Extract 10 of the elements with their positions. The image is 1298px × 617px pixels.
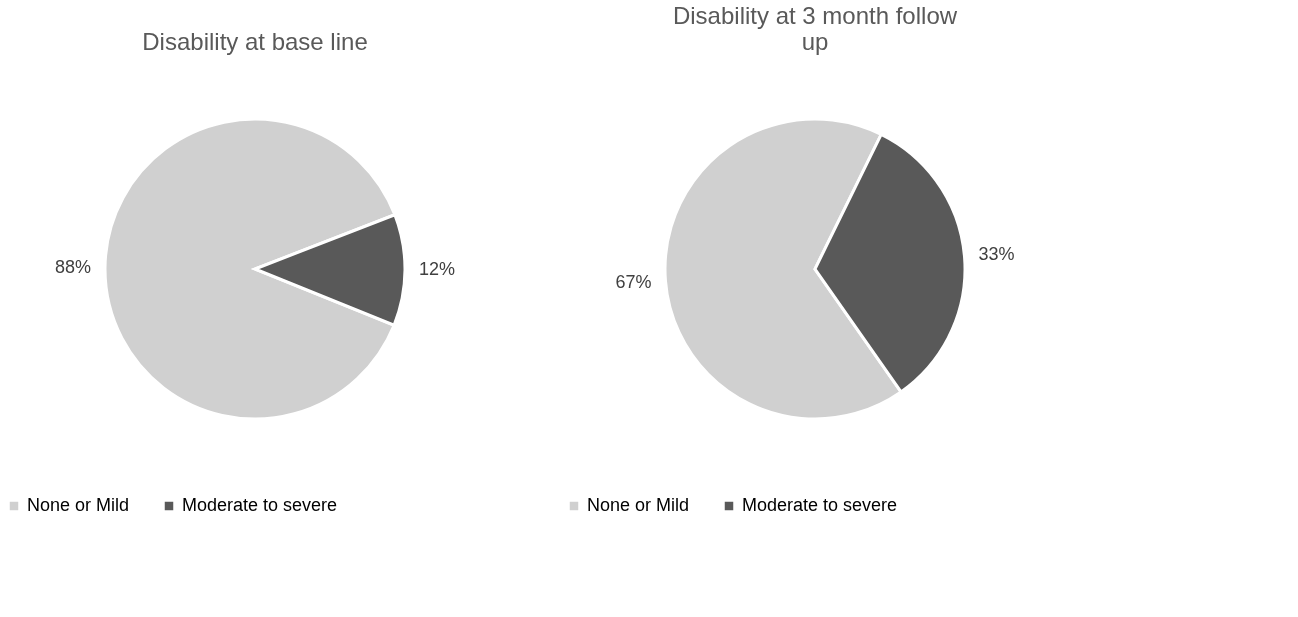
data-label: 67%: [615, 271, 652, 292]
data-label: 88%: [54, 256, 92, 277]
legend-label: None or Mild: [587, 495, 690, 515]
data-label: 33%: [978, 244, 1015, 265]
legend-label: None or Mild: [27, 495, 130, 515]
chart-title: Disability at 3 month follow up: [672, 2, 958, 55]
data-label: 12%: [418, 259, 456, 280]
legend-label: Moderate to severe: [182, 495, 338, 515]
chart-title: Disability at base line: [142, 28, 368, 55]
legend-label: Moderate to severe: [742, 495, 898, 515]
